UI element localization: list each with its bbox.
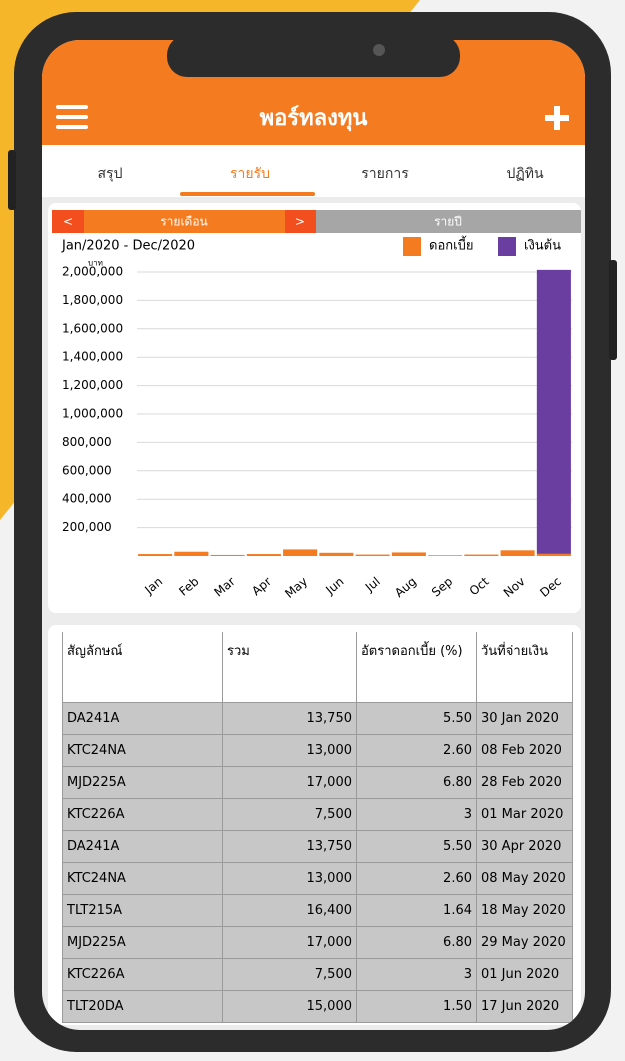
y-tick-label: 600,000 [62, 463, 112, 477]
prev-label[interactable]: < [63, 215, 73, 229]
y-tick-label: 1,000,000 [62, 407, 123, 421]
chart-subtitle: Jan/2020 - Dec/2020 [61, 239, 195, 254]
bar-segment [537, 554, 571, 556]
page: พอร์ทลงทุน สรุป รายรับ รายการ ปฏิทิน สัญ… [0, 0, 625, 1061]
bar-segment [464, 555, 498, 556]
bar-segment [501, 550, 535, 556]
bar-segment [211, 555, 245, 556]
x-tick-label: Nov [501, 574, 528, 600]
legend-label: เงินต้น [524, 239, 561, 254]
yearly-label[interactable]: รายปี [434, 215, 462, 229]
y-tick-label: 1,600,000 [62, 321, 123, 335]
y-tick-label: 2,000,000 [62, 265, 123, 279]
y-tick-label: 1,800,000 [62, 293, 123, 307]
monthly-label[interactable]: รายเดือน [160, 215, 208, 229]
y-tick-label: 200,000 [62, 520, 112, 534]
x-tick-label: Jan [141, 574, 165, 597]
bar-segment [392, 552, 426, 556]
x-tick-label: Sep [429, 574, 455, 599]
x-tick-label: Apr [249, 574, 274, 598]
y-tick-label: 1,400,000 [62, 350, 123, 364]
y-tick-label: 800,000 [62, 435, 112, 449]
y-tick-label: 400,000 [62, 492, 112, 506]
next-label[interactable]: > [295, 215, 305, 229]
x-tick-label: Jul [362, 574, 383, 595]
chart: < รายเดือน > รายปี Jan/2020 - Dec/2020 บ… [0, 0, 625, 1061]
bar-segment [428, 555, 462, 556]
x-tick-label: Feb [176, 574, 201, 598]
x-tick-label: May [282, 574, 310, 601]
x-tick-label: Dec [537, 574, 564, 600]
bar-segment [283, 549, 317, 556]
bar-segment [537, 270, 571, 554]
bar-segment [174, 552, 208, 556]
x-tick-label: Oct [467, 574, 492, 598]
legend-label: ดอกเบี้ย [429, 236, 473, 254]
bar-segment [247, 554, 281, 556]
legend-swatch [498, 237, 516, 256]
bar-segment [138, 554, 172, 556]
x-tick-label: Aug [392, 574, 419, 600]
legend-swatch [403, 237, 421, 256]
bar-segment [356, 555, 390, 556]
x-tick-label: Jun [322, 574, 346, 597]
bar-segment [319, 553, 353, 556]
x-tick-label: Mar [211, 574, 237, 599]
y-tick-label: 1,200,000 [62, 378, 123, 392]
